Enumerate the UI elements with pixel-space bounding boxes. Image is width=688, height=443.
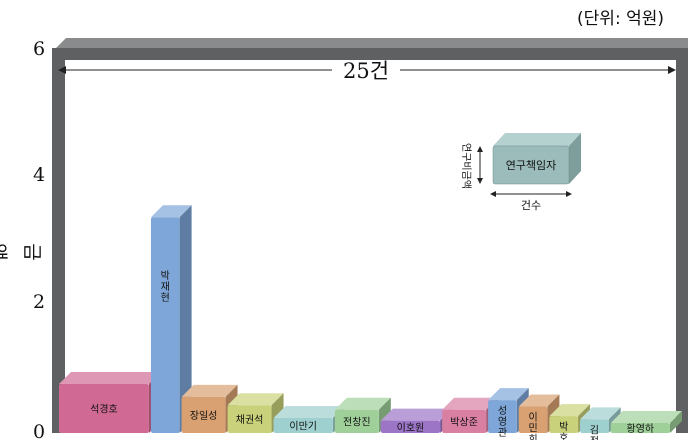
bar-front-face — [150, 217, 180, 433]
bar-top-face — [334, 397, 391, 410]
legend-width-label: 건수 — [521, 199, 541, 212]
bar-label: 이만기 — [289, 421, 317, 433]
bar-7: 이호원 — [380, 408, 453, 434]
bar-top-face — [59, 372, 161, 385]
frame-left — [52, 48, 65, 433]
bar-side-face — [179, 205, 192, 433]
legend-box-label: 연구책임자 — [506, 159, 557, 172]
bar-label-char: 호 — [559, 432, 568, 440]
bar-label-char: 재 — [161, 281, 170, 293]
bar-top-face — [273, 406, 345, 419]
bar-side-face — [670, 411, 682, 433]
bar-label: 석경호 — [90, 403, 118, 416]
bar-front-face — [181, 396, 226, 433]
bar-1: 석경호 — [59, 372, 161, 433]
bar-13: 황영하 — [610, 411, 682, 435]
frame-top — [52, 48, 677, 60]
bar-label-char: 성 — [498, 405, 507, 417]
bar-label-char: 현 — [161, 292, 170, 304]
bar-top-face — [181, 384, 238, 397]
bar-label: 박상준 — [450, 416, 478, 428]
bar-label: 장일성 — [190, 410, 218, 422]
bar-label-char: 김 — [590, 424, 599, 436]
bar-front-face — [380, 420, 441, 433]
bar-top-face — [227, 393, 284, 406]
bar-label: 전창진 — [343, 416, 371, 428]
bar-label-char: 영 — [498, 416, 507, 428]
bar-front-face — [580, 419, 609, 433]
bar-front-face — [273, 418, 333, 433]
bar-label: 황영하 — [627, 422, 655, 435]
bar-10: 이민희 — [518, 394, 560, 441]
bar-label: 채권석 — [236, 414, 264, 426]
bar-top-face — [150, 205, 192, 218]
legend-box — [492, 145, 570, 185]
bar-label-char: 민 — [528, 423, 537, 435]
bar-top-face — [518, 394, 560, 407]
bar-label-char: 박 — [559, 421, 568, 433]
bar-2: 박재현 — [150, 205, 192, 433]
bar-label: 이호원 — [397, 422, 425, 434]
bar-front-face — [227, 405, 272, 433]
count-label: 25건 — [343, 59, 389, 83]
frame-right — [676, 48, 688, 433]
bar-top-face — [442, 397, 499, 410]
bar-label-char: 정 — [590, 435, 599, 440]
bar-front-face — [442, 409, 487, 433]
bar-front-face — [59, 384, 149, 433]
bar-front-face — [549, 416, 579, 433]
y-tick-2: 2 — [33, 291, 46, 313]
count-arrow: 25건 — [58, 59, 676, 83]
legend: 연구책임자 연구비금액 건수 — [460, 133, 581, 212]
bar-label-char: 관 — [498, 427, 507, 439]
bar-front-face — [610, 423, 670, 433]
bar-top-face — [380, 408, 453, 421]
y-tick-0: 0 — [33, 421, 46, 443]
bar-top-face — [610, 411, 682, 423]
bar-front-face — [518, 406, 548, 433]
bar-label-char: 이 — [528, 412, 537, 424]
bar-label-char: 희 — [528, 434, 537, 441]
y-tick-6: 6 — [33, 38, 46, 60]
bar-front-face — [488, 400, 517, 433]
unit-note: (단위: 억원) — [577, 9, 664, 29]
bar-5: 이만기 — [273, 406, 345, 433]
bar-front-face — [334, 409, 379, 433]
bar-top-face — [549, 404, 591, 417]
bar-label-char: 박 — [161, 270, 170, 282]
bar-top-face — [488, 388, 529, 401]
bar-12: 김정수 — [580, 407, 621, 440]
y-tick-4: 4 — [33, 164, 46, 186]
legend-height-label: 연구비금액 — [460, 143, 472, 189]
bar-top-face — [580, 407, 621, 420]
